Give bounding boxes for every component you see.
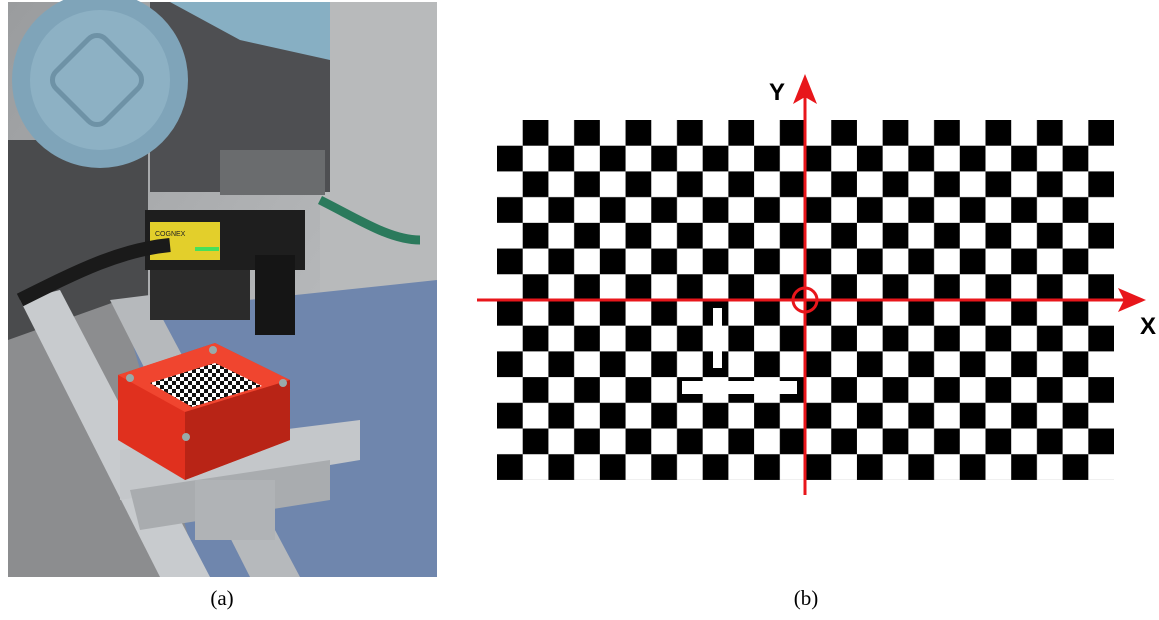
page: COGNEX (a) Y X (b) (() => { const data =…: [0, 0, 1159, 620]
photo: COGNEX: [8, 0, 437, 577]
camera-brand: COGNEX: [155, 231, 186, 238]
x-axis-label: X: [1140, 313, 1156, 340]
panel-label: (b): [794, 586, 819, 610]
y-axis-label: Y: [769, 79, 785, 106]
marker-bar: [713, 308, 722, 368]
figure: COGNEX (a) Y X (b): [0, 0, 1159, 620]
marker-bar: [682, 381, 797, 394]
panel-label: (a): [210, 586, 233, 610]
